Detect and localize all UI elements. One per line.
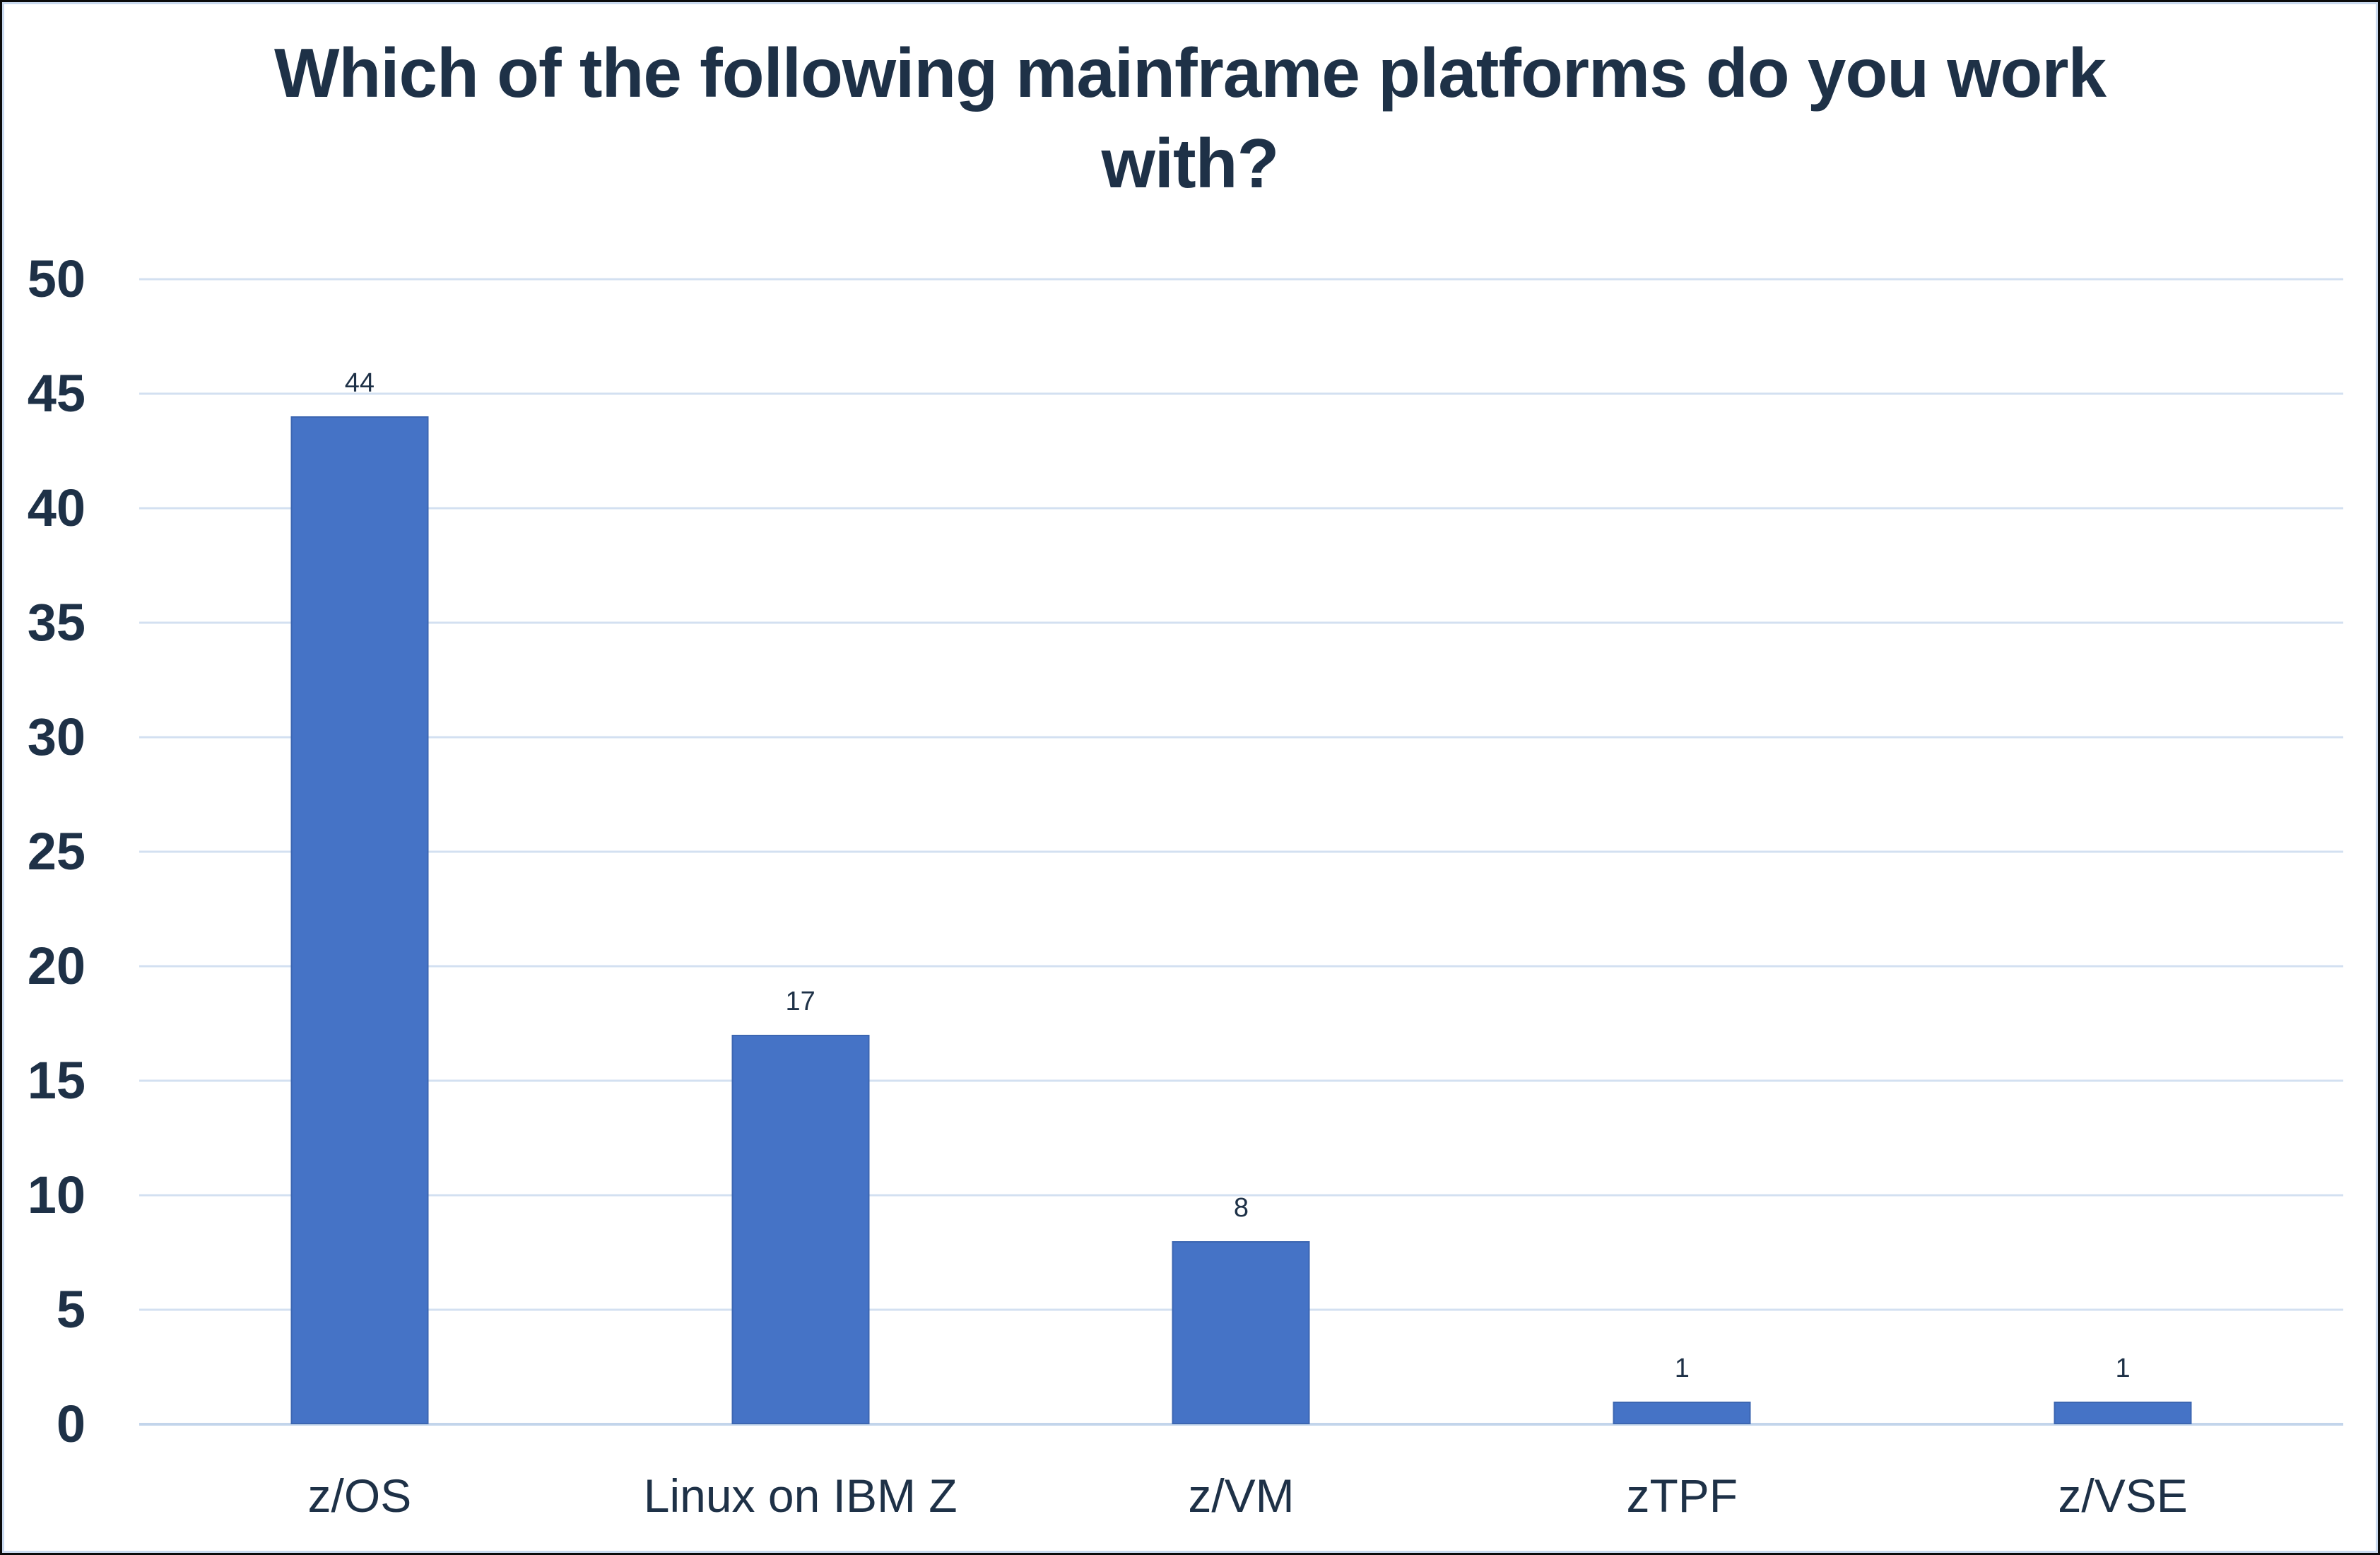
x-axis-category-label-z-vse: z/VSE: [2058, 1469, 2188, 1522]
bar-ztpf: [1613, 1401, 1751, 1424]
bar-slot-linux-on-ibm-z: 17: [580, 279, 1021, 1424]
gridline-30: [139, 736, 2343, 739]
bar-value-label-ztpf: 1: [1674, 1353, 1690, 1383]
x-axis-category-label-z-vm: z/VM: [1188, 1469, 1295, 1522]
gridline-0: [139, 1423, 2343, 1426]
x-axis-category-label-z-os: z/OS: [307, 1469, 412, 1522]
gridline-15: [139, 1079, 2343, 1082]
bar-value-label-z-vse: 1: [2115, 1353, 2131, 1383]
y-axis-tick-label-15: 15: [27, 1051, 86, 1110]
plot-area: 44 17 8 1 1: [139, 278, 2343, 1426]
bar-slot-z-vm: 8: [1021, 279, 1462, 1424]
gridline-45: [139, 392, 2343, 395]
gridline-10: [139, 1194, 2343, 1197]
bar-value-label-z-vm: 8: [1233, 1192, 1249, 1223]
gridline-50: [139, 278, 2343, 281]
y-axis-tick-label-0: 0: [56, 1395, 86, 1453]
gridline-40: [139, 507, 2343, 510]
gridline-35: [139, 621, 2343, 624]
x-axis-category-label-linux-on-ibm-z: Linux on IBM Z: [643, 1469, 958, 1522]
y-axis-tick-label-25: 25: [27, 822, 86, 881]
bar-z-vse: [2054, 1401, 2192, 1424]
chart-title: Which of the following mainframe platfor…: [2, 28, 2378, 209]
y-axis: 0 5 10 15 20 25 30 35 40 45 50: [2, 253, 86, 1450]
gridline-20: [139, 965, 2343, 968]
bar-slot-z-os: 44: [139, 279, 580, 1424]
bar-value-label-linux-on-ibm-z: 17: [785, 987, 815, 1017]
y-axis-tick-label-35: 35: [27, 593, 86, 652]
bar-z-os: [290, 416, 429, 1424]
bar-slot-z-vse: 1: [1902, 279, 2343, 1424]
bar-z-vm: [1172, 1240, 1310, 1424]
y-axis-tick-label-10: 10: [27, 1166, 86, 1224]
bar-value-label-z-os: 44: [344, 368, 375, 399]
x-axis: z/OS Linux on IBM Z z/VM zTPF z/VSE: [139, 1468, 2343, 1532]
x-axis-category-label-ztpf: zTPF: [1626, 1469, 1738, 1522]
y-axis-tick-label-5: 5: [56, 1280, 86, 1339]
gridline-25: [139, 850, 2343, 853]
bar-linux-on-ibm-z: [731, 1035, 870, 1424]
y-axis-tick-label-40: 40: [27, 479, 86, 537]
y-axis-tick-label-45: 45: [27, 364, 86, 423]
y-axis-tick-label-20: 20: [27, 937, 86, 995]
chart-title-line-1: Which of the following mainframe platfor…: [273, 34, 2107, 112]
y-axis-tick-label-30: 30: [27, 708, 86, 766]
chart-title-line-2: with?: [1101, 124, 1280, 202]
y-axis-tick-label-50: 50: [27, 250, 86, 308]
bar-slot-ztpf: 1: [1461, 279, 1902, 1424]
